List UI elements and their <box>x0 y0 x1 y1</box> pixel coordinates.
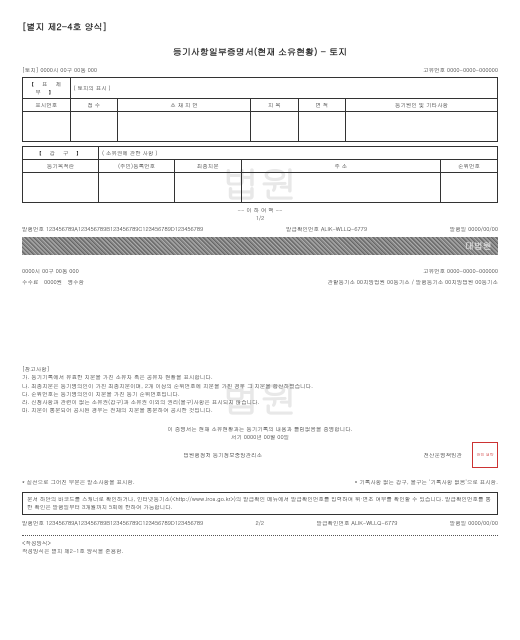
s2-row <box>23 173 498 203</box>
issue-no-2: 123456789A123456789B123456789C123456789D… <box>46 519 203 527</box>
confirm-no-1: ALIK-WLLQ-6779 <box>321 225 367 233</box>
section1-bracket: 【 표 제 부 】 <box>23 78 71 99</box>
confirm-label: 발급확인번호 <box>286 225 319 233</box>
section2-desc: ( 소유권에 관한 사항 ) <box>99 147 498 160</box>
declare-body: 작성방식은 별지 제2-1호 양식을 준용함. <box>22 548 498 556</box>
page-1: 1/2 <box>256 214 265 222</box>
s1-h2: 접 수 <box>70 99 118 112</box>
s2-h1: 등기목적란 <box>23 160 99 173</box>
s1-h6: 등기원인 및 기타사항 <box>346 99 498 112</box>
s1-h3: 소 재 지 번 <box>118 99 251 112</box>
s2-h2: (주민)등록번호 <box>99 160 175 173</box>
fee-label: 수수료 <box>22 278 39 286</box>
footnote-left: * 실선으로 그어진 부분은 말소사항을 표시함. <box>22 478 135 486</box>
parcel-ref: [토지] 0000시 00구 00동 000 <box>22 66 97 74</box>
note-b: 나. 최종지분은 등기명의인이 가진 최종지분이며, 2개 이상의 순위번호에 … <box>22 382 313 390</box>
footnote-right: * 기록사항 없는 갑구, 을구는 '기록사항 없음'으로 표시함. <box>355 478 498 486</box>
unique-number-2: 고유번호 0000-0000-000000 <box>423 267 498 275</box>
owner-section-table: 【 갑 구 】 ( 소유권에 관한 사항 ) 등기목적란 (주민)등록번호 최종… <box>22 146 498 203</box>
cert-line3: 법원행정처 등기정보중앙관리소 <box>22 451 424 460</box>
s1-row <box>23 112 498 142</box>
dotted-divider <box>22 535 498 536</box>
issue-date-1: 0000/00/00 <box>468 225 498 233</box>
note-d: 라. 신청사항과 관련이 없는 소유권(갑구)과 소유권 이외의 권리(을구)사… <box>22 398 259 406</box>
fee-amount: 0000원 <box>44 278 62 286</box>
title-section-table: 【 표 제 부 】 ( 토지의 표시 ) 표시번호 접 수 소 재 지 번 지 … <box>22 77 498 142</box>
form-header: [별지 제2-4호 양식] <box>22 20 498 33</box>
security-band: 대법원 <box>22 237 498 255</box>
s1-h4: 지 목 <box>251 99 299 112</box>
issue-no-label-2: 발행번호 <box>22 519 44 527</box>
s2-h3: 최종지분 <box>175 160 242 173</box>
verification-notice: 문서 하단의 바코드를 스캐너로 확인하거나, 인터넷등기소(<http://w… <box>22 492 498 515</box>
s2-h5: 순위번호 <box>441 160 498 173</box>
registry-office: 관할등기소 00지방법원 00등기소 / 발행등기소 00지방법원 00등기소 <box>327 278 498 286</box>
fee-status: 영수함 <box>68 278 85 286</box>
note-a: 가. 등기기록에서 유효한 지분을 가진 소유자 혹은 공유자 현황을 표시합니… <box>22 373 213 381</box>
document-title: 등기사항일부증명서(현재 소유현황) - 토지 <box>22 45 498 58</box>
s1-h5: 면 적 <box>298 99 346 112</box>
page-2: 2/2 <box>255 519 264 527</box>
confirm-label-2: 발급확인번호 <box>316 519 349 527</box>
confirm-no-2: ALIK-WLLQ-6779 <box>351 519 397 527</box>
cert-line1: 이 증명서는 현재 소유현황과는 등기기록의 내용과 틀림없음을 증명합니다. <box>22 425 498 434</box>
issue-no-label: 발행번호 <box>22 225 44 233</box>
parcel-ref-2: 0000시 00구 00동 000 <box>22 267 79 275</box>
s1-h1: 표시번호 <box>23 99 71 112</box>
cert-right-label: 전산운영책임관 <box>424 451 463 460</box>
security-band-text: 대법원 <box>465 239 492 252</box>
section2-bracket: 【 갑 구 】 <box>23 147 99 160</box>
note-c: 다. 순위번호는 등기명의인이 지분을 가진 등기 순위번호입니다. <box>22 390 180 398</box>
cert-line2: 서기 0000년 00월 00일 <box>22 433 498 442</box>
date-label-2: 발행일 <box>450 519 467 527</box>
issue-date-2: 0000/00/00 <box>468 519 498 527</box>
unique-number: 고유번호 0000-0000-000000 <box>423 66 498 74</box>
date-label-1: 발행일 <box>450 225 467 233</box>
official-stamp: 관인 생략 <box>472 442 498 468</box>
notes-title: [참고사항] <box>22 365 50 373</box>
end-of-content: -- 이 하 여 백 -- <box>238 206 283 214</box>
s2-h4: 주 소 <box>241 160 441 173</box>
note-e: 마. 지분이 통분되어 공시된 경우는 전체의 지분을 통분하여 공시한 것입니… <box>22 406 213 414</box>
issue-no-1: 123456789A123456789B123456789C123456789D… <box>46 225 203 233</box>
section1-desc: ( 토지의 표시 ) <box>70 78 498 99</box>
notes-block: [참고사항] 가. 등기기록에서 유효한 지분을 가진 소유자 혹은 공유자 현… <box>22 365 498 415</box>
